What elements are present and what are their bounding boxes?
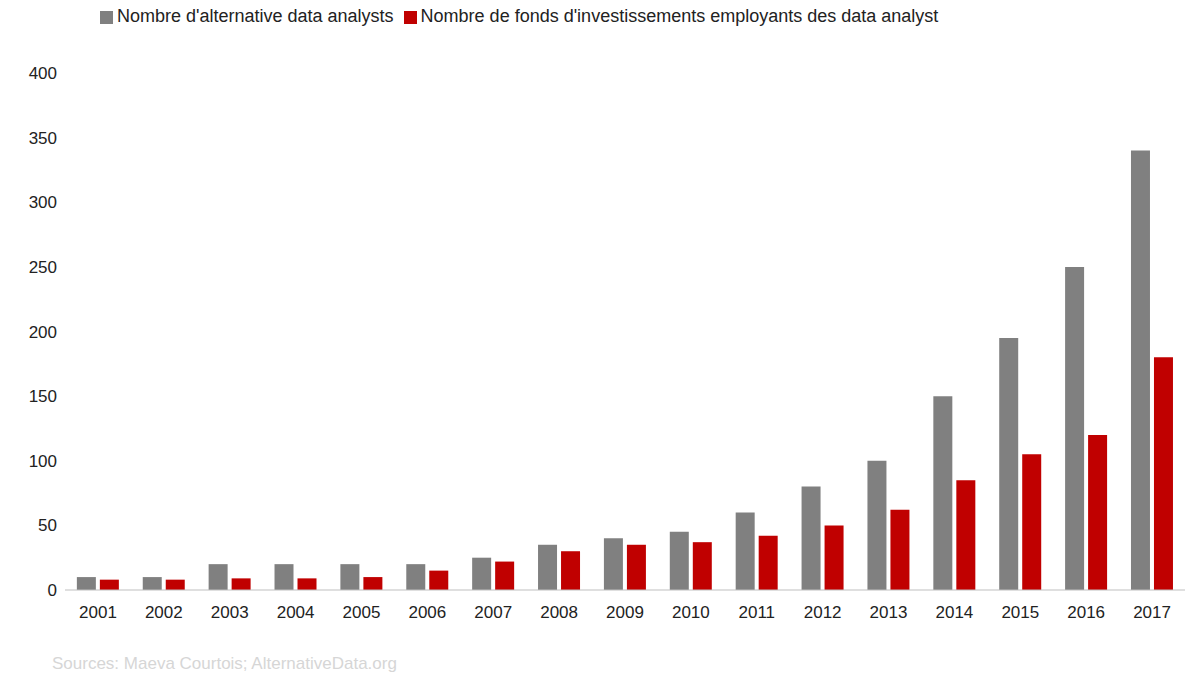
html-text:Sources: Maeva Courtois; Alter: Sources: Maeva Courtois; AlternativeData… bbox=[52, 654, 397, 673]
svg-text:2002: 2002 bbox=[145, 603, 183, 622]
svg-text:2015: 2015 bbox=[1001, 603, 1039, 622]
svg-text:2001: 2001 bbox=[79, 603, 117, 622]
svg-text:2007: 2007 bbox=[474, 603, 512, 622]
svg-text:2006: 2006 bbox=[408, 603, 446, 622]
svg-text:0: 0 bbox=[48, 581, 57, 600]
svg-text:2013: 2013 bbox=[870, 603, 908, 622]
svg-text:400: 400 bbox=[29, 64, 57, 83]
svg-text:2004: 2004 bbox=[277, 603, 315, 622]
html-text:Nombre de fonds d'investisseme: Nombre de fonds d'investissements employ… bbox=[420, 6, 939, 26]
svg-text:2009: 2009 bbox=[606, 603, 644, 622]
svg-text:2014: 2014 bbox=[935, 603, 973, 622]
html-text:Nombre d'alternative data anal: Nombre d'alternative data analysts bbox=[117, 6, 394, 26]
svg-text:200: 200 bbox=[29, 323, 57, 342]
svg-text:2011: 2011 bbox=[738, 603, 775, 622]
svg-text:350: 350 bbox=[29, 129, 57, 148]
svg-text:2005: 2005 bbox=[343, 603, 381, 622]
svg-text:250: 250 bbox=[29, 258, 57, 277]
svg-text:2012: 2012 bbox=[804, 603, 842, 622]
svg-text:150: 150 bbox=[29, 387, 57, 406]
svg-text:2010: 2010 bbox=[672, 603, 710, 622]
svg-text:2016: 2016 bbox=[1067, 603, 1105, 622]
svg-text:50: 50 bbox=[38, 516, 57, 535]
svg-text:2003: 2003 bbox=[211, 603, 249, 622]
svg-text:100: 100 bbox=[29, 452, 57, 471]
svg-text:300: 300 bbox=[29, 193, 57, 212]
svg-text:2008: 2008 bbox=[540, 603, 578, 622]
svg-text:2017: 2017 bbox=[1133, 603, 1171, 622]
